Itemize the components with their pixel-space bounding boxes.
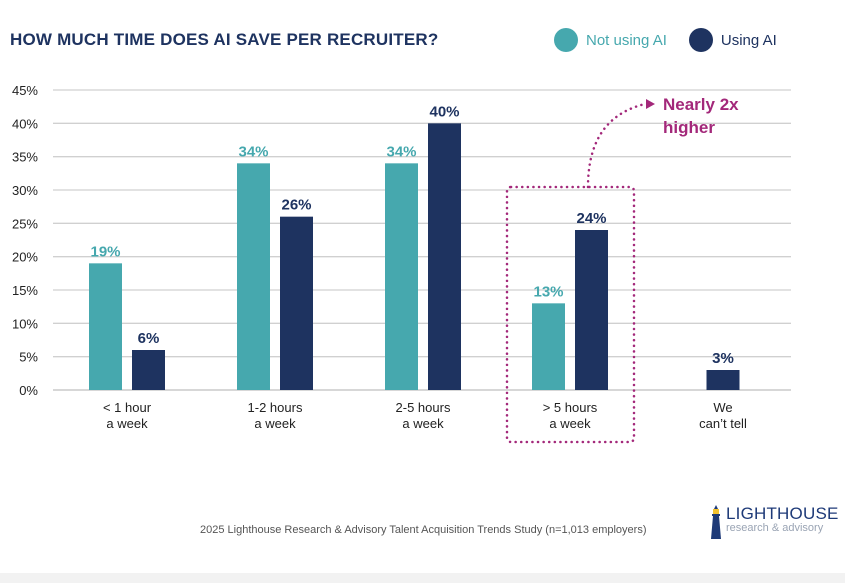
highlight-box [505, 185, 636, 444]
legend-item-using-ai: Using AI [688, 28, 777, 52]
x-tick-label: a week [254, 416, 296, 431]
x-tick-label: a week [106, 416, 148, 431]
legend-label-not-using-ai: Not using AI [586, 31, 667, 49]
x-tick-label: a week [402, 416, 444, 431]
y-tick-label: 5% [19, 350, 38, 365]
x-tick-label: 1-2 hours [248, 400, 303, 415]
data-label: 26% [281, 197, 311, 214]
bar [237, 163, 270, 390]
legend: Not using AI Using AI [554, 28, 799, 52]
bar [706, 370, 740, 390]
x-tick-label: We [713, 400, 732, 415]
data-label: 34% [238, 143, 268, 160]
footer-band [0, 573, 845, 583]
bar [428, 123, 461, 390]
y-tick-label: 20% [12, 250, 38, 265]
x-tick-label: a week [549, 416, 591, 431]
data-label: 24% [576, 210, 606, 227]
y-tick-label: 25% [12, 216, 38, 231]
legend-item-not-using-ai: Not using AI [554, 28, 667, 52]
annotation-text: higher [663, 118, 715, 137]
data-label: 34% [386, 143, 416, 160]
bar [575, 230, 608, 390]
arrowhead-icon [646, 99, 655, 109]
chart-title: HOW MUCH TIME DOES AI SAVE PER RECRUITER… [10, 30, 439, 49]
y-tick-label: 30% [12, 183, 38, 198]
x-tick-label: can’t tell [699, 416, 747, 431]
logo-sub-text: research & advisory [726, 522, 824, 534]
x-tick-label: 2-5 hours [396, 400, 451, 415]
data-label: 13% [533, 283, 563, 300]
legend-swatch-using-ai [688, 28, 713, 52]
x-tick-label: < 1 hour [103, 400, 152, 415]
bar [280, 216, 313, 390]
bar [385, 163, 418, 390]
source-note: 2025 Lighthouse Research & Advisory Tale… [200, 524, 647, 536]
data-label: 19% [90, 243, 120, 260]
bar-chart: 0% 5% 10% 15% 20% 25% 30% 35% 40% 45% 19% 34% 34% 13%… [12, 83, 791, 444]
legend-swatch-not-using-ai [554, 28, 578, 52]
logo-main-text: LIGHTHOUSE [726, 504, 839, 523]
data-label: 40% [429, 103, 459, 120]
x-tick-label: > 5 hours [543, 400, 598, 415]
lighthouse-icon [711, 505, 721, 539]
annotation-text: Nearly 2x [663, 95, 739, 114]
y-tick-label: 45% [12, 83, 38, 98]
y-tick-label: 40% [12, 116, 38, 131]
legend-label-using-ai: Using AI [720, 31, 777, 49]
y-tick-label: 35% [12, 150, 38, 165]
bar [89, 263, 122, 390]
bar [132, 350, 165, 390]
lighthouse-logo: LIGHTHOUSE research & advisory [710, 505, 839, 539]
data-label: 6% [138, 330, 160, 347]
data-label: 3% [712, 350, 734, 367]
y-tick-label: 15% [12, 283, 38, 298]
bar [532, 303, 565, 390]
y-tick-label: 0% [19, 383, 38, 398]
y-tick-label: 10% [12, 316, 38, 331]
annotation-arrow [586, 102, 647, 189]
